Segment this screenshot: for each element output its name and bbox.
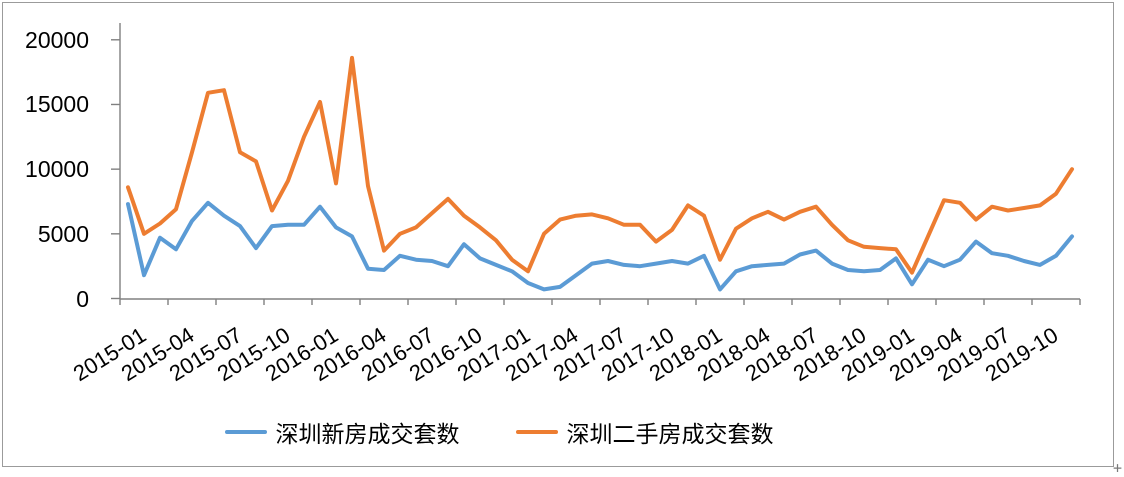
line-plot — [111, 23, 1081, 305]
y-axis-tick-label: 0 — [76, 285, 89, 312]
legend-label-new-house: 深圳新房成交套数 — [275, 421, 460, 447]
y-axis-tick-label: 10000 — [25, 156, 89, 183]
cursor-mark: + — [1113, 459, 1123, 477]
legend-label-secondhand-house: 深圳二手房成交套数 — [566, 421, 774, 447]
y-axis-tick-label: 20000 — [25, 26, 89, 53]
series-line-1[interactable] — [126, 55, 1074, 275]
legend-line-sample-blue — [224, 429, 267, 435]
y-axis-tick-label: 5000 — [37, 220, 89, 247]
legend-item-new-house[interactable]: 深圳新房成交套数 — [224, 415, 460, 449]
chart-frame: 0 5000 10000 15000 20000 2015-01 2015-04 2015-… — [2, 2, 1114, 467]
legend-line-sample-orange — [515, 429, 558, 435]
legend: 深圳新房成交套数 深圳二手房成交套数 — [3, 415, 995, 449]
y-axis-tick-label: 15000 — [25, 91, 89, 118]
legend-item-secondhand-house[interactable]: 深圳二手房成交套数 — [515, 415, 774, 449]
series-line-0[interactable] — [126, 200, 1074, 292]
